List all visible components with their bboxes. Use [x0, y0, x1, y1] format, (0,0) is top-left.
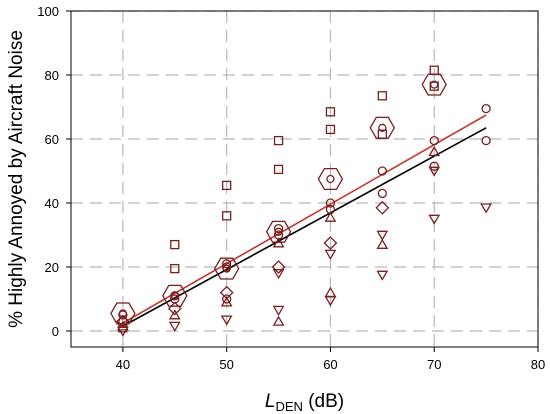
triangle-up-point — [220, 296, 233, 307]
y-axis-title: % Highly Annoyed by Aircraft Noise — [6, 30, 27, 328]
triangle-down-point — [220, 315, 233, 326]
y-tick-label: 20 — [45, 260, 59, 275]
triangle-down-point — [376, 230, 389, 241]
triangle-down-point — [272, 305, 285, 317]
hexagon-point — [162, 284, 188, 307]
circle-point — [222, 262, 232, 272]
diamond-point — [271, 260, 286, 274]
triangle-up-point — [272, 315, 285, 326]
triangle-down-point — [428, 166, 441, 177]
hexagon-point — [213, 257, 240, 280]
square-point — [273, 135, 284, 146]
x-tick-label: 40 — [116, 357, 130, 372]
triangle-up-point — [324, 211, 337, 222]
triangle-down-point — [272, 268, 285, 280]
hexagon-center-point — [326, 174, 335, 184]
diamond-point — [219, 285, 234, 300]
x-tick-label: 70 — [427, 357, 441, 372]
hexagon-center-point — [430, 80, 439, 89]
plot-frame — [70, 10, 539, 348]
axis-ticks: 40 50 60 70 80 0 20 40 60 80 100 — [37, 4, 545, 372]
circle-point — [429, 161, 439, 171]
diamond-point — [323, 236, 338, 250]
square-point — [325, 124, 336, 135]
x-tick-label: 80 — [531, 357, 545, 372]
triangle-down-point — [480, 203, 493, 214]
red-fit-line — [122, 114, 487, 324]
y-tick-label: 100 — [37, 4, 59, 19]
circle-point — [377, 166, 387, 176]
square-point — [170, 239, 180, 250]
square-point — [170, 263, 180, 274]
circle-point — [273, 223, 284, 234]
triangle-up-point — [428, 146, 441, 157]
y-tick-label: 40 — [45, 196, 59, 211]
diamond-point — [115, 314, 130, 329]
x-tick-label: 60 — [323, 357, 337, 372]
hexagon-point — [265, 220, 292, 243]
triangle-down-point — [324, 296, 337, 307]
hexagon-point — [369, 116, 396, 139]
square-point — [273, 164, 284, 175]
square-point — [325, 107, 336, 117]
triangle-up-point — [168, 309, 181, 320]
hexagon-point — [421, 73, 447, 96]
triangle-down-point — [428, 214, 441, 225]
x-axis-title-suffix: (dB) — [303, 391, 344, 412]
circle-point — [481, 135, 491, 146]
circle-point — [377, 188, 387, 199]
circle-point — [429, 135, 439, 146]
x-axis-title-sub: DEN — [275, 399, 302, 414]
x-tick-label: 50 — [219, 357, 233, 372]
triangle-up-point — [324, 286, 337, 298]
fit-lines — [122, 114, 487, 327]
circle-point — [481, 103, 491, 114]
diamond-point — [375, 200, 390, 215]
x-axis-title-main: L — [265, 391, 276, 412]
square-point — [429, 81, 439, 91]
square-point — [222, 180, 232, 191]
hexagon-center-point — [274, 227, 283, 236]
triangle-down-point — [376, 270, 389, 281]
hexagon-center-point — [118, 309, 128, 318]
hexagon-center-point — [170, 291, 179, 300]
data-points — [110, 65, 493, 337]
grid-lines — [71, 10, 539, 347]
black-fit-line — [122, 127, 487, 327]
diamond-point — [167, 301, 182, 316]
circle-point — [325, 198, 336, 208]
triangle-up-point — [376, 238, 389, 249]
hexagon-point — [110, 302, 136, 325]
square-point — [377, 91, 387, 101]
x-axis-title: LDEN (dB) — [265, 391, 344, 414]
hexagon-point — [317, 167, 344, 191]
hexagon-center-point — [222, 264, 231, 273]
triangle-down-point — [168, 321, 181, 333]
triangle-down-point — [324, 249, 337, 261]
square-point — [222, 211, 232, 221]
y-tick-label: 60 — [45, 132, 59, 147]
circle-point — [222, 294, 232, 304]
circle-point — [222, 259, 232, 269]
hexagon-center-point — [378, 123, 387, 132]
circle-point — [118, 310, 128, 320]
y-tick-label: 80 — [45, 68, 59, 83]
y-tick-label: 0 — [52, 324, 59, 339]
